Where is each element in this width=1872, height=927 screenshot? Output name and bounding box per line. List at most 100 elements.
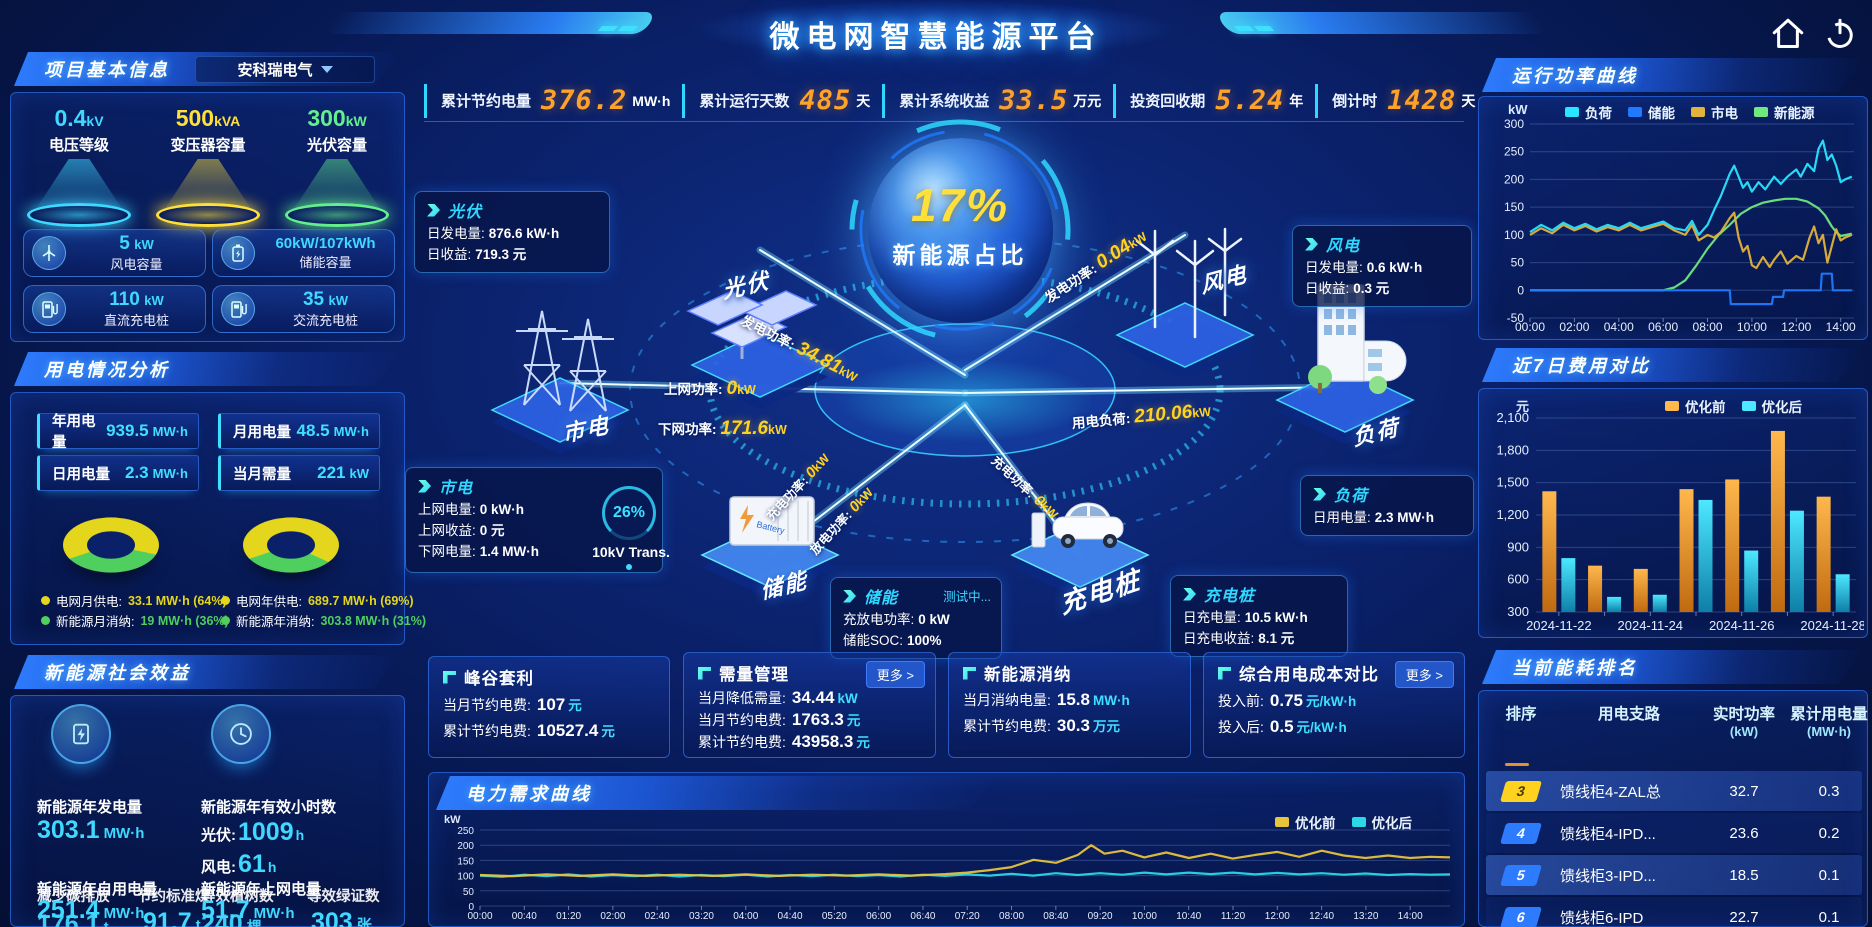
panel-corner-icon [10, 348, 30, 368]
chevron-right-icon [1305, 237, 1318, 251]
power-value: 22.7 [1729, 908, 1759, 926]
podium-value: 300 [307, 105, 346, 131]
svg-text:00:00: 00:00 [1515, 320, 1545, 334]
svg-text:00:00: 00:00 [467, 911, 492, 922]
gen-label: 新能源年发电量 [37, 799, 143, 816]
ac-charger-icon [221, 292, 255, 326]
svg-text:250: 250 [1504, 145, 1524, 159]
podium-label: 电压等级 [48, 137, 109, 154]
svg-text:06:40: 06:40 [910, 911, 935, 922]
trees-value: 240棵 [201, 910, 262, 927]
card-row: 当月降低需量: 34.44 kW [698, 688, 858, 707]
pv-info-box: 光伏 日发电量: 876.6 kW·h 日收益: 719.3 元 [414, 191, 610, 273]
svg-text:09:20: 09:20 [1088, 911, 1113, 922]
more-button[interactable]: 更多 > [1394, 661, 1454, 688]
svg-text:02:40: 02:40 [645, 911, 670, 922]
card-title: 新能源消纳 [984, 666, 1072, 684]
panel-title: 项目基本信息 [44, 60, 170, 80]
home-icon[interactable] [1768, 14, 1808, 54]
power-value: 18.5 [1729, 866, 1759, 884]
card-dc-charger: 110 kW 直流充电桩 [23, 285, 206, 333]
grid-title: 市电 [439, 480, 474, 497]
power-icon[interactable] [1820, 14, 1860, 54]
transformer-dot [626, 564, 632, 570]
more-button[interactable]: 更多 > [865, 661, 925, 688]
podium-label: 变压器容量 [170, 137, 246, 154]
stat-month-demand: 当月需量 221 kW [218, 455, 380, 491]
legend-item[interactable]: 市电 [1691, 102, 1738, 122]
pv-platform [690, 332, 830, 409]
legend-renew-year: 新能源年消纳: 303.8 MW·h (31%) [221, 611, 426, 630]
podium-base [156, 203, 260, 227]
col-branch: 用电支路 [1597, 706, 1660, 723]
legend-item[interactable]: 优化前 [1275, 812, 1336, 832]
card-renewable-consume: 新能源消纳 当月消纳电量: 15.8 MW·h 累计节约电费: 30.3 万元 [948, 652, 1191, 758]
table-row[interactable]: 6 馈线柜6-IPD 22.7 0.1 [1486, 897, 1862, 927]
svg-text:250: 250 [457, 826, 474, 837]
stat-year-energy: 年用电量 939.5 MW·h [37, 413, 199, 451]
card-demand-mgmt: 更多 > 需量管理 当月降低需量: 34.44 kW 当月节约电费: 1763.3 元 … [683, 652, 936, 758]
company-select[interactable]: 安科瑞电气 [195, 56, 375, 83]
chevron-right-icon [418, 479, 431, 493]
svg-text:12:00: 12:00 [1781, 320, 1811, 334]
light-cone [36, 159, 122, 209]
table-row[interactable]: 4 馈线柜4-IPD... 23.6 0.2 [1486, 813, 1862, 853]
wind-title: 风电 [1326, 238, 1361, 255]
panel-power-analysis: 年用电量 939.5 MW·h 月用电量 48.5 MW·h 日用电量 2.3 MW·h 当… [10, 392, 426, 645]
panel-title: 用电情况分析 [44, 360, 170, 380]
kpi-saved-energy: 累计节约电量 376.2 MW·h [424, 83, 682, 118]
svg-text:2024-11-22: 2024-11-22 [1526, 618, 1592, 633]
svg-text:300: 300 [1504, 118, 1524, 131]
ev-charging-icon [1031, 502, 1124, 548]
coal-value: 91.7 t [143, 908, 201, 927]
info-row: 日收益: 719.3 元 [427, 246, 527, 262]
info-row: 日收益: 0.3 元 [1305, 280, 1390, 296]
load-title: 负荷 [1334, 488, 1369, 505]
panel-power-analysis-header: 用电情况分析 [14, 352, 400, 386]
col-rank: 排序 [1505, 706, 1537, 723]
dc-charger-icon [32, 292, 66, 326]
svg-text:00:40: 00:40 [512, 911, 537, 922]
panel-social-benefit: 新能源年发电量 303.1 MW·h 新能源年有效小时数 光伏:1009 h 风电:… [10, 695, 405, 927]
legend-item[interactable]: 优化后 [1741, 396, 1802, 416]
kpi-income: 累计系统收益 33.5 万元 [882, 83, 1113, 118]
svg-text:10:40: 10:40 [1176, 911, 1201, 922]
svg-text:02:00: 02:00 [1559, 320, 1589, 334]
scroll-indicator [1505, 763, 1529, 766]
light-cone [165, 159, 251, 209]
table-row[interactable]: 3 馈线柜4-ZAL总 32.7 0.3 [1486, 771, 1862, 811]
legend-item[interactable]: 储能 [1628, 102, 1675, 122]
legend-item[interactable]: 新能源 [1754, 102, 1815, 122]
sphere-rings [849, 119, 1071, 341]
demand-chart: 0 50 100 150 200 250 00:00 00:40 01:20 02:00 02:40… [436, 824, 1458, 922]
legend-item[interactable]: 优化前 [1665, 396, 1726, 416]
info-row: 日充电量: 10.5 kW·h [1183, 610, 1308, 625]
load-info-box: 负荷 日用电量: 2.3 MW·h [1300, 475, 1474, 536]
table-row[interactable]: 5 馈线柜3-IPD... 18.5 0.1 [1486, 855, 1862, 895]
branch-name: 馈线柜4-ZAL总 [1560, 783, 1661, 801]
svg-text:03:20: 03:20 [689, 911, 714, 922]
light-cone [294, 159, 380, 209]
panel-run-power [1478, 96, 1868, 340]
podium-value: 0.4 [54, 105, 87, 131]
gen-value: 303.1 MW·h [37, 816, 145, 844]
card-corner-icon [963, 666, 976, 680]
energy-flow-diagram: Battery [490, 227, 1415, 599]
legend-item[interactable]: 优化后 [1351, 812, 1412, 832]
cost-compare-chart: 300 600 900 1,200 1,500 1,800 2,100 2024-11-22 2… [1484, 410, 1865, 634]
legend-item[interactable]: 负荷 [1565, 102, 1612, 122]
cost-legend: 优化前 优化后 [1665, 396, 1802, 416]
svg-text:08:40: 08:40 [1043, 911, 1068, 922]
svg-text:10:00: 10:00 [1737, 320, 1767, 334]
power-value: 23.6 [1729, 824, 1759, 842]
card-value: 5 [119, 233, 130, 255]
donut-year-chart [243, 517, 339, 573]
card-corner-icon [443, 670, 456, 684]
svg-text:14:00: 14:00 [1826, 320, 1856, 334]
transformer-label: 10kV Trans. [592, 544, 670, 560]
podium-unit: kV [86, 113, 104, 129]
svg-text:150: 150 [457, 856, 474, 867]
svg-text:-50: -50 [1507, 311, 1525, 325]
battery-icon [221, 236, 255, 270]
